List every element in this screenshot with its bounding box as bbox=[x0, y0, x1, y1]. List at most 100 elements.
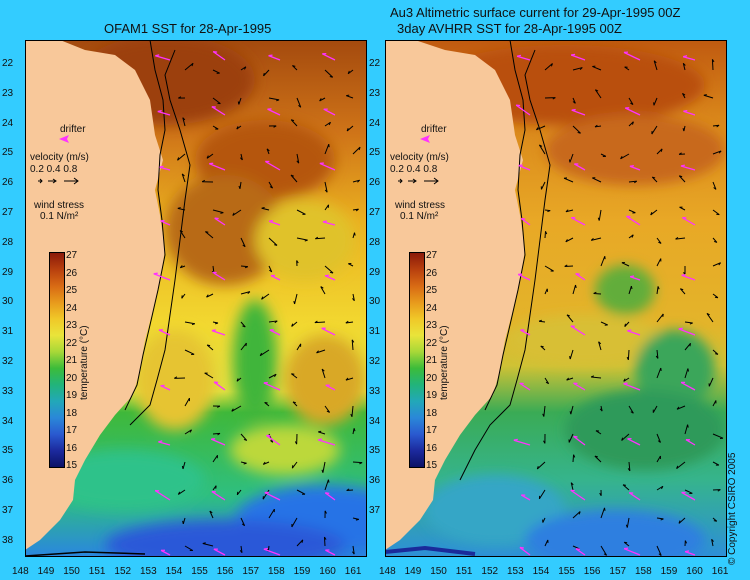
current-arrow-icon bbox=[590, 375, 602, 379]
right-coastline bbox=[484, 40, 526, 411]
current-arrow-icon bbox=[352, 293, 355, 302]
right-vector-layer bbox=[513, 51, 724, 556]
tick-label: 34 bbox=[2, 415, 14, 427]
current-arrow-icon bbox=[296, 153, 300, 164]
current-arrow-icon bbox=[202, 542, 214, 547]
current-arrow-icon bbox=[212, 209, 224, 214]
wind-arrow-icon bbox=[627, 437, 641, 446]
current-arrow-icon bbox=[656, 286, 660, 295]
tick-label: 38 bbox=[2, 534, 14, 546]
wind-arrow-icon bbox=[520, 217, 531, 226]
wind-arrow-icon bbox=[317, 438, 336, 446]
current-arrow-icon bbox=[712, 124, 720, 128]
current-arrow-icon bbox=[544, 539, 549, 547]
current-arrow-icon bbox=[538, 144, 546, 155]
left-sst-map[interactable] bbox=[25, 40, 367, 557]
wind-arrow-icon bbox=[154, 489, 171, 501]
current-arrow-icon bbox=[544, 231, 548, 239]
tick-label: 151 bbox=[455, 566, 473, 577]
tick-label: 26 bbox=[2, 177, 14, 189]
current-arrow-icon bbox=[679, 288, 686, 295]
colorbar-tick-label: 17 bbox=[66, 425, 78, 436]
current-arrow-icon bbox=[296, 260, 299, 267]
current-arrow-icon bbox=[684, 321, 693, 325]
colorbar-tick-label: 17 bbox=[426, 425, 438, 436]
wind-arrow-icon bbox=[211, 106, 226, 116]
current-arrow-icon bbox=[627, 461, 631, 472]
tick-label: 27 bbox=[2, 207, 14, 218]
wind-arrow-icon bbox=[210, 438, 226, 446]
current-arrow-icon bbox=[324, 69, 334, 78]
current-arrow-icon bbox=[182, 117, 186, 127]
current-arrow-icon bbox=[268, 265, 273, 273]
tick-label: 159 bbox=[293, 566, 311, 577]
current-arrow-icon bbox=[656, 545, 662, 556]
tick-label: 156 bbox=[216, 566, 234, 577]
wind-arrow-icon bbox=[680, 164, 696, 171]
current-arrow-icon bbox=[261, 293, 270, 300]
tick-label: 153 bbox=[507, 566, 524, 577]
current-arrow-icon bbox=[624, 66, 630, 71]
current-arrow-icon bbox=[296, 489, 306, 495]
current-arrow-icon bbox=[712, 489, 721, 492]
current-arrow-icon bbox=[628, 285, 633, 295]
colorbar-tick-label: 21 bbox=[66, 355, 78, 366]
copyright-notice: © Copyright CSIRO 2005 bbox=[727, 452, 738, 565]
current-arrow-icon bbox=[712, 181, 717, 190]
current-arrow-icon bbox=[682, 62, 686, 71]
current-arrow-icon bbox=[291, 461, 298, 469]
current-arrow-icon bbox=[563, 177, 574, 183]
current-arrow-icon bbox=[544, 63, 553, 71]
current-arrow-icon bbox=[628, 180, 638, 184]
current-arrow-icon bbox=[294, 433, 298, 445]
current-arrow-icon bbox=[324, 265, 334, 274]
current-arrow-icon bbox=[678, 517, 686, 524]
current-arrow-icon bbox=[179, 230, 186, 239]
current-arrow-icon bbox=[296, 97, 302, 108]
left-panel-title: OFAM1 SST for 28-Apr-1995 bbox=[104, 21, 272, 36]
current-arrow-icon bbox=[262, 489, 270, 500]
wind-arrow-icon bbox=[324, 492, 336, 501]
wind-arrow-icon bbox=[265, 160, 281, 171]
wind-arrow-icon bbox=[570, 216, 586, 226]
current-arrow-icon bbox=[206, 344, 214, 351]
tick-label: 33 bbox=[2, 385, 14, 397]
current-arrow-icon bbox=[538, 489, 546, 500]
current-arrow-icon bbox=[712, 461, 720, 466]
current-arrow-icon bbox=[181, 173, 186, 183]
colorbar-tick-label: 27 bbox=[66, 250, 78, 261]
current-arrow-icon bbox=[656, 258, 662, 267]
wind-arrow-icon bbox=[623, 547, 641, 556]
tick-label: 34 bbox=[369, 415, 381, 427]
wind-arrow-icon bbox=[628, 492, 641, 501]
current-arrow-icon bbox=[346, 94, 354, 99]
current-arrow-icon bbox=[572, 284, 577, 295]
colorbar-tick-label: 22 bbox=[426, 337, 438, 349]
left-drifter-marker-icon bbox=[59, 135, 69, 143]
current-arrow-icon bbox=[656, 313, 664, 323]
current-arrow-icon bbox=[236, 489, 242, 496]
tick-label: 150 bbox=[430, 566, 447, 577]
current-arrow-icon bbox=[623, 541, 630, 547]
current-arrow-icon bbox=[569, 349, 574, 360]
current-arrow-icon bbox=[296, 237, 308, 242]
right-wind-label: wind stress bbox=[395, 200, 446, 211]
right-sst-map[interactable] bbox=[385, 40, 727, 557]
current-arrow-icon bbox=[268, 125, 277, 128]
wind-arrow-icon bbox=[267, 108, 281, 116]
current-arrow-icon bbox=[240, 321, 246, 328]
colorbar-tick-label: 25 bbox=[426, 285, 438, 296]
colorbar-tick-label: 16 bbox=[66, 442, 78, 454]
current-arrow-icon bbox=[593, 291, 602, 295]
current-arrow-icon bbox=[597, 209, 602, 221]
current-arrow-icon bbox=[179, 265, 186, 269]
wind-arrow-icon bbox=[263, 547, 281, 556]
wind-arrow-icon bbox=[682, 216, 696, 226]
tick-label: 155 bbox=[191, 566, 208, 577]
current-arrow-icon bbox=[352, 545, 355, 555]
current-arrow-icon bbox=[296, 539, 304, 547]
current-arrow-icon bbox=[656, 485, 664, 491]
current-arrow-icon bbox=[291, 321, 298, 327]
current-arrow-icon bbox=[628, 405, 634, 414]
current-arrow-icon bbox=[291, 517, 298, 528]
